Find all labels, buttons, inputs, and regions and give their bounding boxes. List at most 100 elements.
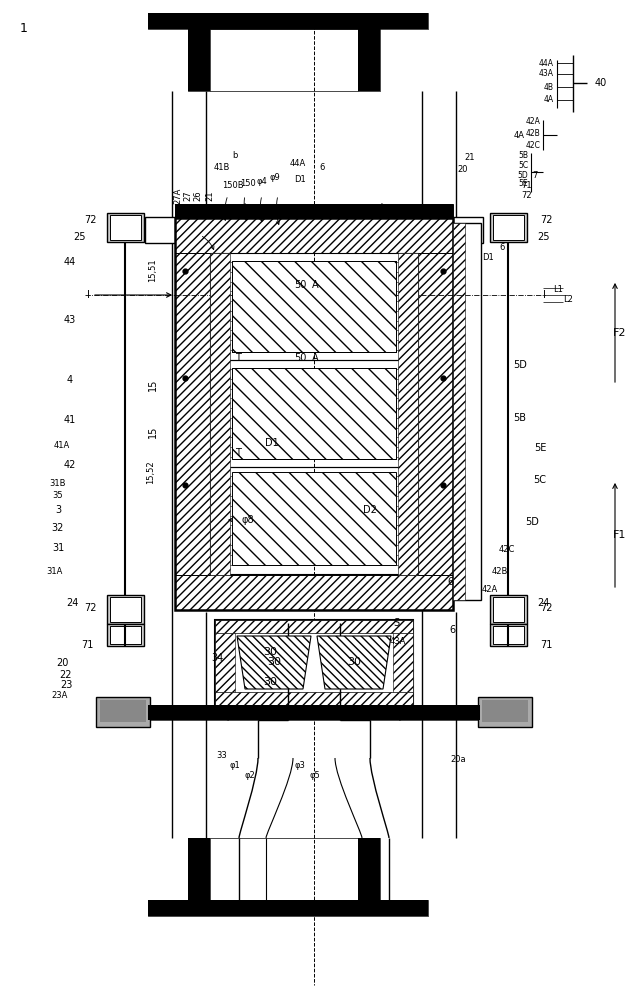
Text: D1: D1 bbox=[294, 176, 306, 184]
Text: 6: 6 bbox=[449, 625, 455, 635]
Bar bbox=[232, 368, 396, 459]
Text: 15,51: 15,51 bbox=[149, 258, 157, 282]
Text: 72: 72 bbox=[84, 603, 97, 613]
Text: 3: 3 bbox=[55, 505, 61, 515]
Bar bbox=[358, 29, 380, 91]
Text: φ1: φ1 bbox=[229, 760, 240, 770]
Bar bbox=[188, 838, 210, 900]
Text: φ4: φ4 bbox=[256, 176, 267, 186]
Text: 4A: 4A bbox=[544, 96, 554, 104]
Text: φ9: φ9 bbox=[270, 172, 280, 182]
Text: 4A: 4A bbox=[514, 130, 525, 139]
Text: 50: 50 bbox=[294, 353, 306, 363]
Text: 43A: 43A bbox=[390, 638, 406, 647]
Text: 31: 31 bbox=[52, 543, 64, 553]
Text: 22: 22 bbox=[60, 670, 72, 680]
Bar bbox=[490, 213, 527, 242]
Bar bbox=[107, 624, 144, 646]
Text: 30: 30 bbox=[263, 677, 277, 687]
Text: 23: 23 bbox=[60, 680, 72, 690]
Text: 71: 71 bbox=[81, 640, 93, 650]
Bar bbox=[210, 253, 418, 360]
Bar bbox=[232, 261, 396, 352]
Bar bbox=[100, 700, 146, 722]
Bar bbox=[358, 838, 380, 900]
Text: 5B: 5B bbox=[518, 151, 528, 160]
Text: 5C: 5C bbox=[534, 475, 547, 485]
Bar bbox=[482, 700, 528, 722]
Text: 31A: 31A bbox=[46, 568, 62, 576]
Text: 42B: 42B bbox=[492, 568, 508, 576]
Bar bbox=[453, 223, 481, 600]
Text: 5C: 5C bbox=[518, 160, 528, 169]
Text: 72: 72 bbox=[84, 215, 97, 225]
Bar bbox=[110, 626, 141, 644]
Text: φ8: φ8 bbox=[241, 515, 255, 525]
Text: D2: D2 bbox=[363, 505, 377, 515]
Text: 42A: 42A bbox=[525, 117, 540, 126]
Text: 71: 71 bbox=[540, 640, 552, 650]
Text: I: I bbox=[87, 290, 90, 300]
Bar bbox=[215, 620, 413, 633]
Text: 4B: 4B bbox=[544, 83, 554, 92]
Text: 20: 20 bbox=[56, 658, 68, 668]
Bar bbox=[145, 217, 177, 243]
Text: 25: 25 bbox=[74, 232, 87, 242]
Text: 15: 15 bbox=[148, 379, 158, 391]
Bar bbox=[188, 29, 210, 91]
Text: 42B: 42B bbox=[525, 129, 540, 138]
Bar bbox=[107, 595, 144, 624]
Text: 20a: 20a bbox=[450, 756, 466, 764]
PathPatch shape bbox=[317, 636, 391, 689]
Text: 15,52: 15,52 bbox=[147, 460, 155, 484]
Text: 32: 32 bbox=[52, 523, 64, 533]
Text: φ3: φ3 bbox=[295, 760, 305, 770]
Text: 31B: 31B bbox=[50, 479, 66, 488]
Text: 40: 40 bbox=[595, 78, 608, 88]
Text: 21: 21 bbox=[206, 191, 214, 201]
Bar bbox=[232, 368, 396, 459]
Text: S: S bbox=[393, 618, 399, 628]
Bar bbox=[490, 624, 527, 646]
Text: φ2: φ2 bbox=[245, 770, 255, 780]
Text: L2: L2 bbox=[563, 296, 573, 304]
Bar bbox=[148, 705, 480, 720]
Bar bbox=[148, 900, 428, 916]
Bar bbox=[490, 595, 527, 624]
Text: 25: 25 bbox=[537, 232, 549, 242]
Text: A: A bbox=[312, 280, 319, 290]
Text: 41: 41 bbox=[64, 415, 76, 425]
Text: 50: 50 bbox=[294, 280, 306, 290]
Bar bbox=[215, 620, 413, 705]
Bar bbox=[210, 467, 418, 574]
Text: 30: 30 bbox=[347, 657, 361, 667]
Text: a: a bbox=[245, 204, 251, 213]
Text: 6: 6 bbox=[319, 163, 325, 172]
Text: 21: 21 bbox=[465, 153, 475, 162]
Bar bbox=[175, 204, 453, 218]
Text: 42C: 42C bbox=[525, 141, 540, 150]
Text: 26: 26 bbox=[194, 191, 203, 201]
Bar bbox=[107, 213, 144, 242]
Bar bbox=[453, 223, 465, 600]
Text: 6: 6 bbox=[499, 242, 505, 251]
Bar bbox=[175, 218, 453, 253]
Text: A: A bbox=[312, 353, 319, 363]
Text: 41A: 41A bbox=[54, 440, 70, 450]
Text: 20: 20 bbox=[458, 165, 468, 174]
Bar bbox=[175, 253, 210, 575]
Bar bbox=[110, 597, 141, 622]
Text: 5E: 5E bbox=[534, 443, 546, 453]
Text: 7: 7 bbox=[532, 170, 538, 180]
Bar bbox=[358, 29, 380, 91]
Text: 72: 72 bbox=[522, 192, 532, 200]
Bar bbox=[188, 838, 210, 900]
Bar bbox=[210, 360, 418, 467]
Bar bbox=[393, 633, 413, 692]
Text: 30: 30 bbox=[267, 657, 281, 667]
Text: 42C: 42C bbox=[499, 546, 515, 554]
Text: b: b bbox=[233, 150, 238, 159]
Text: 5B: 5B bbox=[514, 413, 527, 423]
Text: D1: D1 bbox=[265, 438, 279, 448]
Text: 5D: 5D bbox=[513, 360, 527, 370]
